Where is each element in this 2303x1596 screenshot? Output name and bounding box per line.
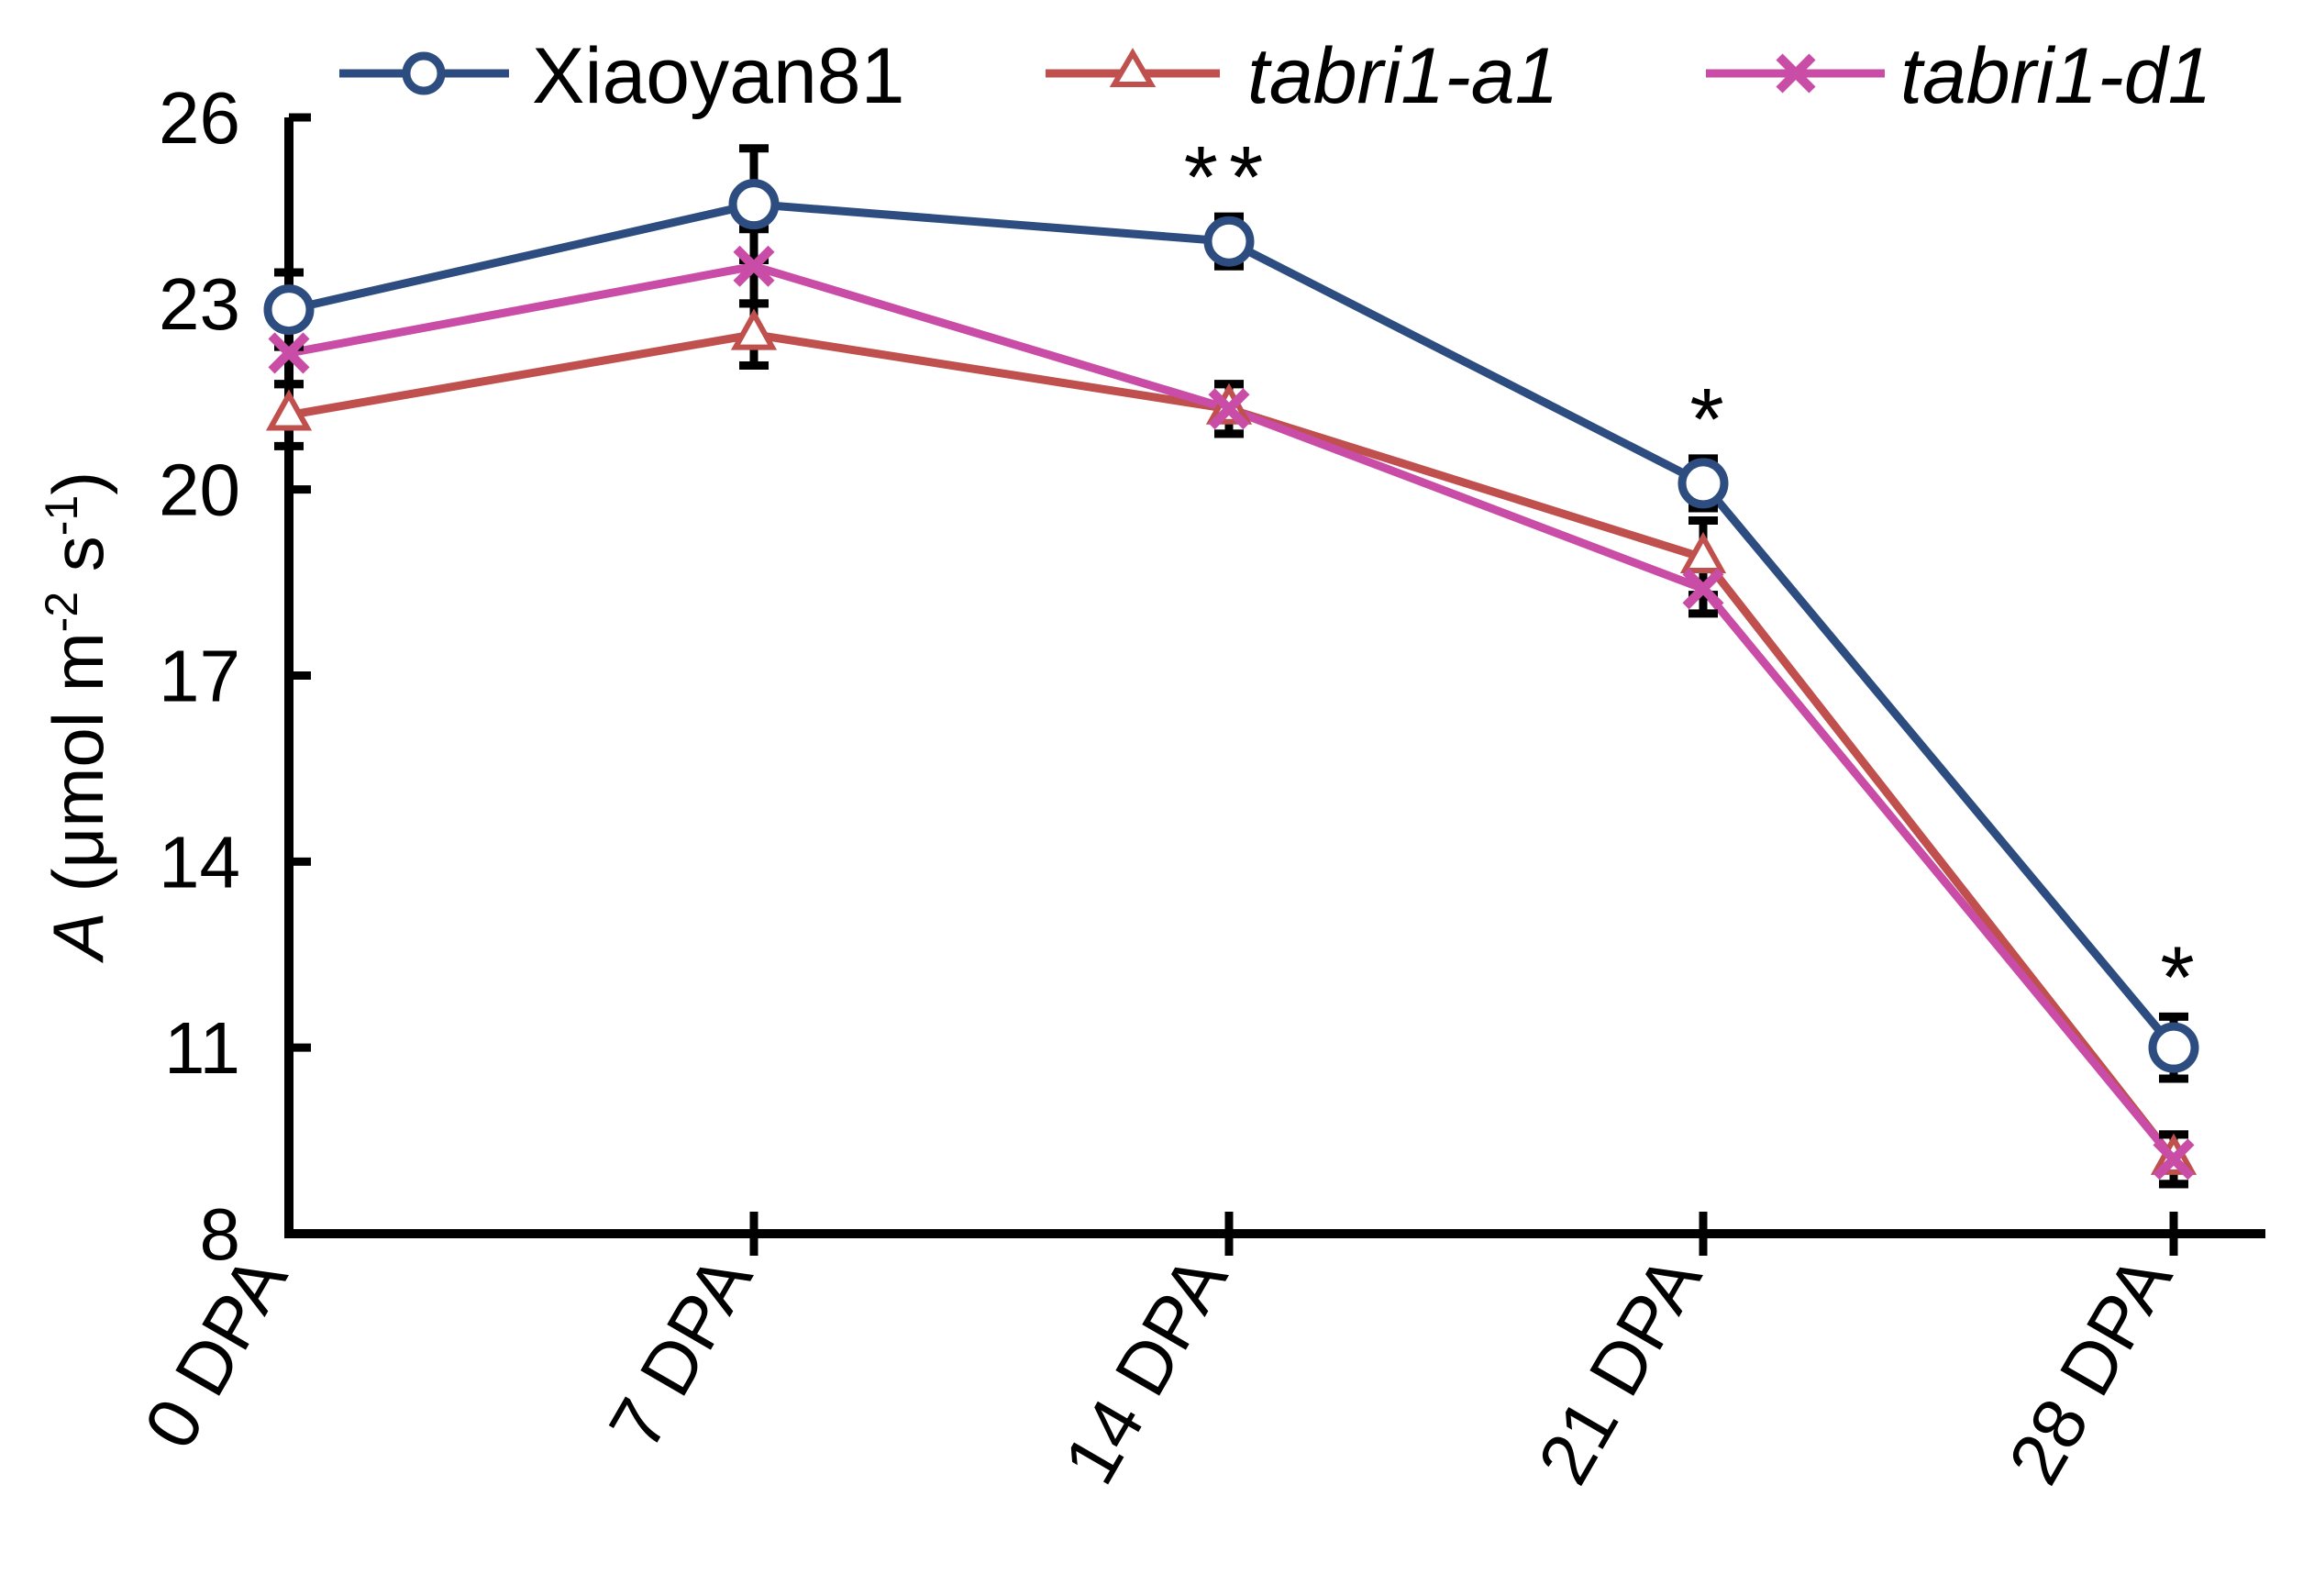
point-tabri1-d1 — [2153, 1138, 2195, 1180]
y-tick-label: 17 — [159, 636, 240, 717]
significance-label: * — [2160, 928, 2205, 1026]
legend-marker-x — [1776, 53, 1816, 94]
point-tabri1-d1 — [1208, 388, 1250, 430]
point-tabri1-a1 — [265, 389, 313, 431]
legend-marker-circle — [402, 51, 446, 95]
y-tick-label: 20 — [159, 449, 240, 531]
point-xiaoyan81 — [263, 284, 315, 336]
point-xiaoyan81 — [728, 179, 780, 230]
point-xiaoyan81 — [1203, 216, 1255, 267]
legend-label-xiaoyan81: Xiaoyan81 — [532, 32, 904, 120]
y-tick-label: 8 — [200, 1193, 241, 1275]
significance-label: * — [1689, 371, 1734, 469]
point-xiaoyan81 — [2148, 1022, 2199, 1073]
significance-labels: **** — [1184, 128, 2205, 1026]
legend-marker-triangle — [1109, 48, 1157, 87]
y-tick-label: 11 — [164, 1007, 240, 1089]
legend-item-tabri1-d1: tabri1-d1 — [1706, 32, 2211, 120]
legend-label-tabri1-a1: tabri1-a1 — [1247, 32, 1558, 120]
significance-label: ** — [1184, 128, 1275, 227]
y-tick-labels: 8 11 14 17 20 23 26 — [159, 77, 240, 1275]
point-tabri1-d1 — [268, 332, 310, 374]
point-xiaoyan81 — [1677, 458, 1729, 509]
y-axis-title: A (μmol m-2 s-1) — [36, 471, 118, 964]
y-tick-label: 26 — [159, 77, 240, 159]
legend-item-xiaoyan81: Xiaoyan81 — [339, 32, 904, 120]
point-tabri1-a1 — [1679, 531, 1727, 574]
y-tick-label: 14 — [159, 821, 240, 903]
y-tick-label: 23 — [159, 263, 240, 345]
point-tabri1-a1 — [730, 308, 778, 350]
legend-label-tabri1-d1: tabri1-d1 — [1900, 32, 2211, 120]
point-tabri1-d1 — [733, 245, 775, 287]
point-tabri1-d1 — [1682, 568, 1724, 610]
legend-item-tabri1-a1: tabri1-a1 — [1046, 32, 1558, 120]
markers — [263, 179, 2199, 1180]
legend: Xiaoyan81 tabri1-a1 tabri1-d1 — [339, 32, 2211, 120]
